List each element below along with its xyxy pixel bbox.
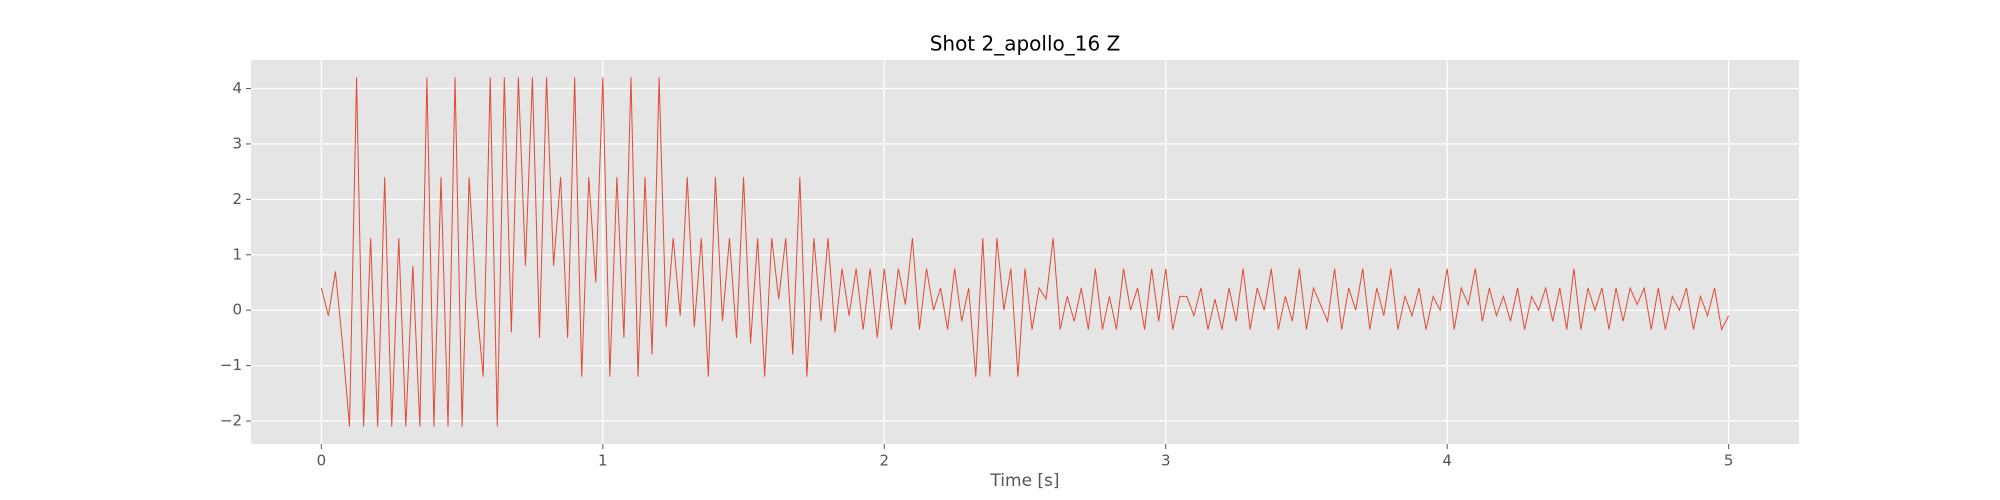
y-tick-label: 0	[232, 301, 242, 319]
x-axis-label: Time [s]	[989, 471, 1059, 491]
y-tick-label: 4	[232, 79, 242, 97]
chart-title: Shot 2_apollo_16 Z	[930, 32, 1121, 56]
y-tick-label: 1	[232, 245, 242, 263]
y-tick-label: 3	[232, 134, 242, 152]
x-tick-label: 3	[1161, 452, 1171, 470]
y-tick-label: 2	[232, 190, 242, 208]
x-tick-label: 4	[1442, 452, 1452, 470]
x-tick-label: 2	[879, 452, 889, 470]
x-tick-label: 1	[598, 452, 608, 470]
x-tick-label: 5	[1724, 452, 1734, 470]
plot-area	[251, 60, 1799, 444]
y-tick-label: −2	[220, 412, 242, 430]
data-line	[320, 77, 1730, 427]
y-tick-label: −1	[220, 356, 242, 374]
x-tick-label: 0	[317, 452, 327, 470]
